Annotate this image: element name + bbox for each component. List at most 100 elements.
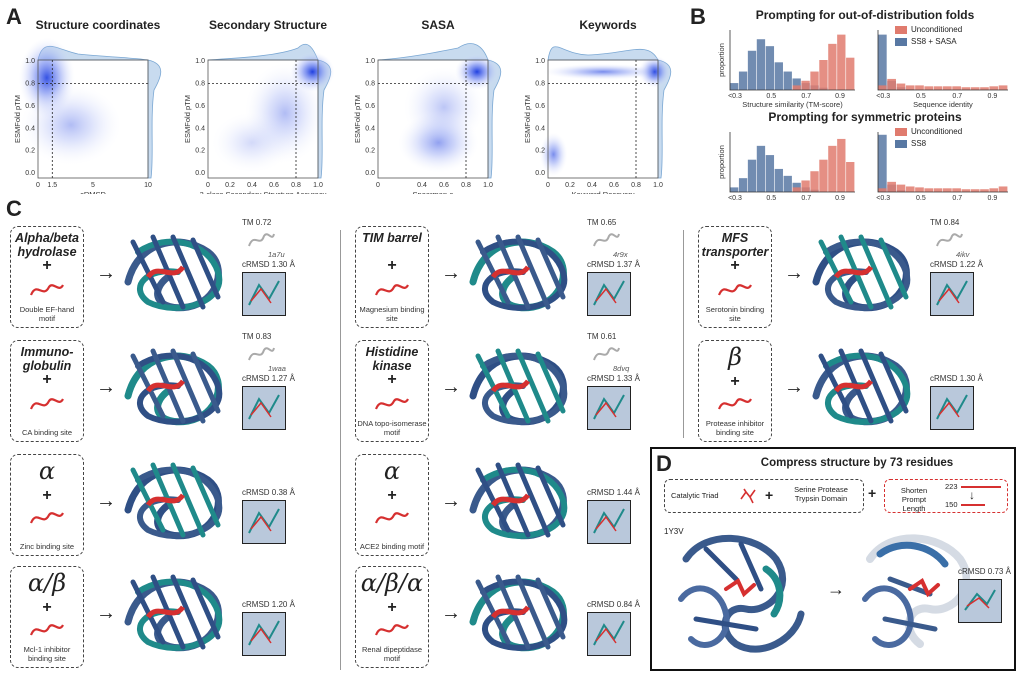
histogram-bar	[819, 159, 828, 192]
x-tick-label: 10	[144, 182, 152, 189]
crmsd-value: cRMSD 0.84 Å	[587, 600, 640, 609]
motif-icon	[374, 284, 409, 296]
arrow-icon: →	[96, 602, 116, 624]
plus-sign: +	[387, 599, 397, 616]
motif-overlay-inset	[587, 500, 631, 544]
x-tick-label: 0.7	[801, 195, 811, 202]
histogram-bar	[878, 85, 887, 90]
x-tick-label: <0.3	[728, 93, 742, 100]
panel-a-density-plot: 1.0 0.8 0.6 0.4 0.2 0.0 ESMFold pTM 0 0.2 0.4 0.6 0…	[183, 43, 335, 194]
x-tick-label: 0.9	[835, 195, 845, 202]
motif-placement	[145, 605, 186, 619]
crmsd-value: cRMSD 1.20 Å	[242, 600, 295, 609]
x-axis-label: Spearman ρ	[413, 190, 454, 194]
fold-class-symbol: α/β/α	[360, 569, 424, 597]
histogram-bar	[989, 188, 999, 192]
motif-overlay-inset	[242, 500, 286, 544]
reference-structure-thumbnail	[248, 347, 275, 361]
crmsd-value: cRMSD 0.73 Å	[958, 567, 1011, 576]
motif-placement	[145, 493, 186, 507]
crmsd-value: cRMSD 1.30 Å	[930, 374, 983, 383]
arrow-icon: →	[784, 262, 804, 284]
motif-overlay-inset	[242, 272, 286, 316]
plus-sign: +	[387, 257, 397, 274]
arrow-icon: →	[441, 602, 461, 624]
x-tick-label: <0.3	[876, 195, 890, 202]
marginal-right-distribution	[147, 59, 162, 179]
length-bar-short	[961, 504, 985, 506]
arrow-icon: →	[96, 262, 116, 284]
motif-label: DNA topo-isomerase motif	[357, 419, 427, 437]
motif-icon	[717, 284, 752, 296]
arrow-icon: →	[96, 490, 116, 512]
prompt-card: Immuno-globulin + CA binding site	[10, 340, 84, 442]
histogram-bar	[961, 87, 971, 90]
x-tick-label: 0.5	[916, 195, 926, 202]
x-tick-label: <0.3	[876, 93, 890, 100]
histogram-bar	[801, 80, 810, 90]
arrow-icon: →	[441, 490, 461, 512]
histogram-bar	[756, 39, 766, 90]
x-tick-label: 0	[36, 182, 40, 189]
x-tick-label: 0.7	[801, 93, 811, 100]
designed-protein-structure	[469, 234, 568, 312]
y-tick-label: 0.4	[535, 125, 545, 132]
marginal-top-distribution	[377, 43, 489, 61]
histogram-bar	[846, 162, 855, 192]
histogram-bar	[878, 134, 887, 192]
x-tick-label: 1.0	[483, 182, 493, 189]
arrow-icon: →	[784, 376, 804, 398]
panel-a-plot-title: SASA	[421, 18, 455, 32]
histogram-bar	[952, 86, 961, 90]
plot-frame	[377, 59, 489, 179]
reference-structure-thumbnail	[936, 233, 963, 247]
x-tick-label: 1.0	[653, 182, 663, 189]
y-axis-label: proportion	[717, 43, 726, 77]
column-divider	[683, 230, 684, 438]
x-tick-label: 1.0	[313, 182, 323, 189]
histogram-bar	[828, 145, 837, 192]
histogram-bar	[783, 71, 792, 90]
histogram-bar	[933, 86, 943, 90]
y-tick-label: 1.0	[535, 58, 545, 65]
legend-label: SS8	[911, 139, 927, 148]
designed-protein-structure	[812, 348, 911, 426]
histogram-bar	[887, 78, 896, 90]
x-tick-label: 0.2	[225, 182, 235, 189]
legend-swatch-blue	[895, 139, 907, 148]
x-tick-label: 0	[376, 182, 380, 189]
motif-icon	[374, 398, 409, 410]
x-tick-label: 0.8	[461, 182, 471, 189]
x-tick-label: 0.9	[835, 93, 845, 100]
x-axis-label: Keyword Recovery	[572, 190, 635, 194]
panel-b-letter: B	[690, 4, 706, 29]
y-tick-label: 0.0	[25, 170, 35, 177]
y-axis-label: ESMFold pTM	[523, 95, 532, 143]
x-axis-label: Sequence identity	[913, 100, 973, 109]
histogram-bar	[738, 178, 748, 192]
y-tick-label: 0.6	[25, 103, 35, 110]
x-tick-label: 0.7	[952, 93, 962, 100]
x-tick-label: 0	[546, 182, 550, 189]
motif-label: Protease inhibitor binding site	[705, 419, 765, 437]
motif-placement	[490, 265, 531, 279]
reference-structure-thumbnail	[593, 233, 620, 247]
histogram-axes	[729, 30, 855, 91]
motif-placement	[490, 605, 531, 619]
x-tick-label: 0.7	[952, 195, 962, 202]
y-tick-label: 0.4	[195, 125, 205, 132]
legend-bottom-conditioned: SS8	[895, 139, 926, 148]
plot-frame	[207, 59, 319, 179]
histogram-bar	[915, 187, 924, 192]
motif-icon	[374, 512, 409, 524]
histogram-bar	[980, 87, 989, 90]
y-tick-label: 0.8	[195, 80, 205, 87]
y-tick-label: 0.0	[535, 170, 545, 177]
histogram-bar	[730, 83, 739, 90]
density-region	[543, 63, 663, 80]
histogram-bar	[792, 85, 801, 90]
motif-overlay-inset	[587, 612, 631, 656]
shorten-prompt-box: Shorten Prompt Length 223 150 ↓	[884, 479, 1008, 513]
plus-sign: +	[387, 487, 397, 504]
motif-label: Serotonin binding site	[705, 305, 765, 323]
